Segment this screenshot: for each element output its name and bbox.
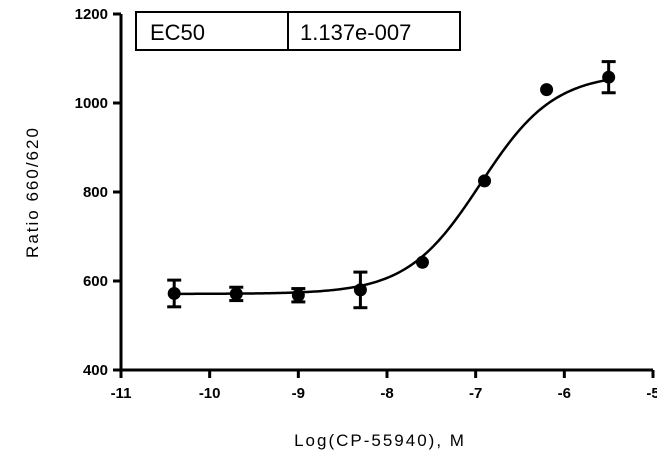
y-tick-label: 800 xyxy=(83,184,108,201)
x-tick-label: -11 xyxy=(111,385,132,402)
y-tick-label: 400 xyxy=(83,362,108,379)
data-point xyxy=(229,287,243,301)
results-table: EC50 1.137e-007 xyxy=(135,11,461,51)
x-tick-label: -10 xyxy=(199,385,221,402)
x-tick-label: -9 xyxy=(292,385,305,402)
data-point xyxy=(478,174,492,188)
data-point xyxy=(540,83,554,97)
ticks: -11 -10 -9 -8 -7 -6 -5 400 600 800 1000 1200 xyxy=(75,6,657,402)
y-tick-label: 1000 xyxy=(75,95,108,112)
results-table-label: EC50 xyxy=(150,20,205,45)
results-table-value: 1.137e-007 xyxy=(300,20,411,45)
x-tick-label: -6 xyxy=(558,385,571,402)
y-tick-label: 1200 xyxy=(75,6,108,23)
x-axis-title: Log(CP-55940), M xyxy=(294,431,466,450)
x-tick-label: -5 xyxy=(646,385,657,402)
y-axis-title: Ratio 660/620 xyxy=(23,126,42,258)
y-tick-label: 600 xyxy=(83,273,108,290)
results-table-border xyxy=(135,11,461,51)
axes xyxy=(119,14,653,372)
x-tick-label: -8 xyxy=(380,385,393,402)
data-points xyxy=(167,60,616,310)
fit-curve-group xyxy=(174,78,609,296)
data-point xyxy=(602,70,616,84)
fit-curve xyxy=(174,78,609,296)
data-point xyxy=(291,288,305,302)
data-point xyxy=(167,286,181,300)
data-point xyxy=(415,255,429,269)
data-point xyxy=(353,283,367,297)
x-tick-label: -7 xyxy=(469,385,482,402)
